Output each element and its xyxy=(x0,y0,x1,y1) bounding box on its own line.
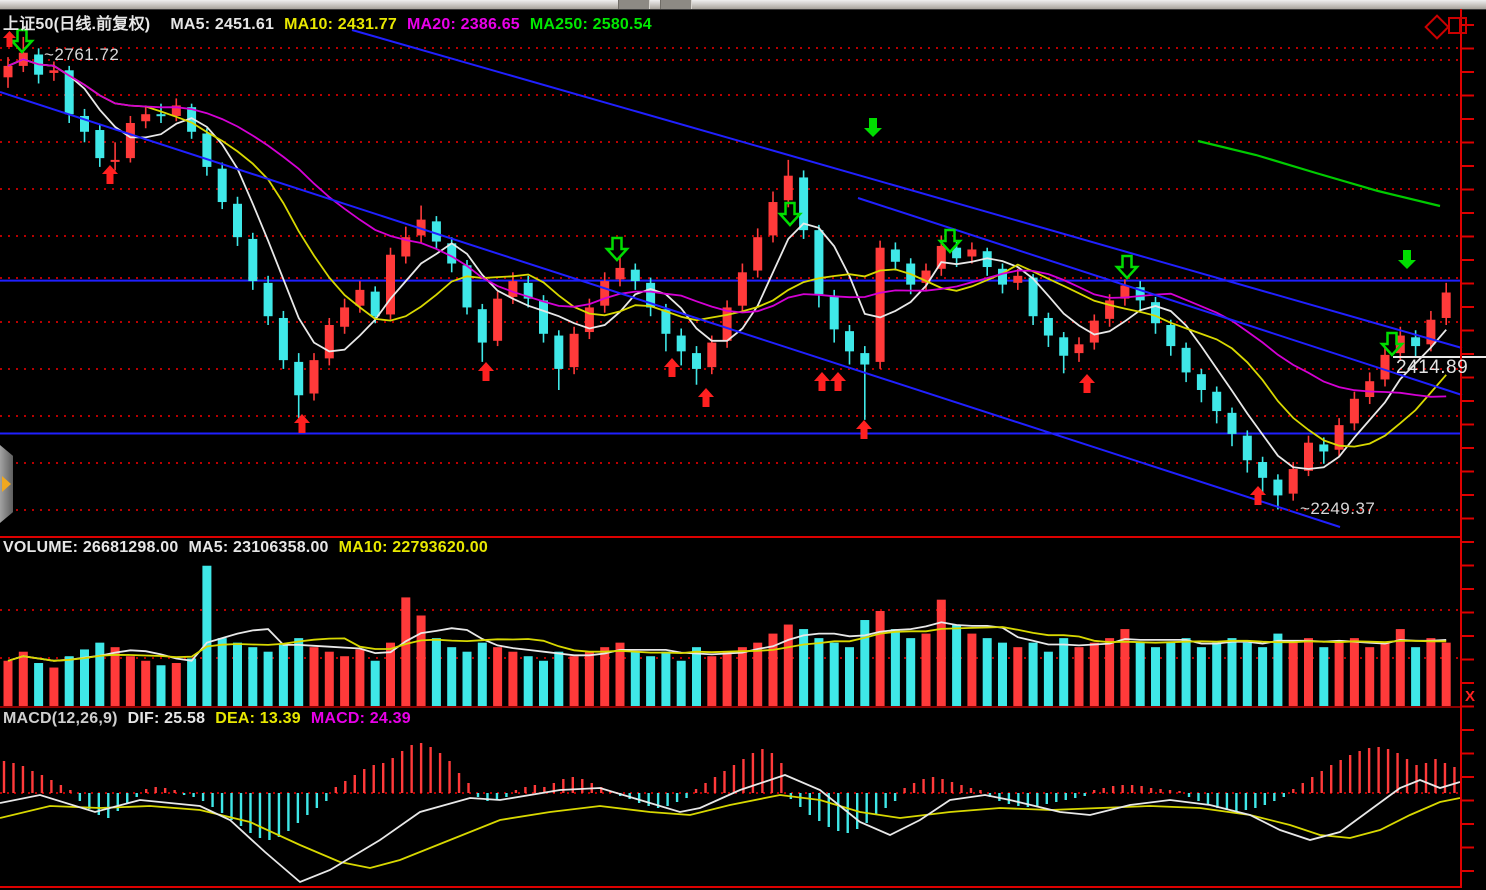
dif-value: DIF: 25.58 xyxy=(127,710,206,727)
ma250-value: MA250: 2580.54 xyxy=(529,16,652,33)
pane-divider-macd xyxy=(0,706,1462,708)
volume-ma10-value: MA10: 22793620.00 xyxy=(338,539,488,556)
current-price-label: 2414.89 xyxy=(1396,357,1469,378)
macd-title: MACD(12,26,9) xyxy=(3,710,118,727)
expand-arrow-icon xyxy=(2,476,11,492)
volume-chart-canvas[interactable] xyxy=(0,538,1462,706)
pane-divider-volume xyxy=(0,536,1462,538)
ma10-value: MA10: 2431.77 xyxy=(284,16,397,33)
main-chart-canvas[interactable] xyxy=(0,9,1486,546)
main-chart-header: 上证50(日线.前复权) MA5: 2451.61 MA10: 2431.77 MA2… xyxy=(3,10,662,47)
ma5-value: MA5: 2451.61 xyxy=(170,16,275,33)
dea-value: DEA: 13.39 xyxy=(215,710,301,727)
ma20-value: MA20: 2386.65 xyxy=(407,16,520,33)
window-split-icon[interactable] xyxy=(1448,17,1467,34)
volume-header: VOLUME: 26681298.00 MA5: 23106358.00 MA10:… xyxy=(3,539,498,557)
sidebar-expand-handle[interactable] xyxy=(0,445,13,523)
macd-header: MACD(12,26,9) DIF: 25.58 DEA: 13.39 MACD: 2… xyxy=(3,710,421,728)
right-axis-ticks xyxy=(1461,24,1474,872)
right-border xyxy=(1460,9,1462,888)
volume-value: VOLUME: 26681298.00 xyxy=(3,539,179,556)
high-price-label: ~2761.72 xyxy=(44,45,120,64)
bottom-border xyxy=(0,886,1462,888)
instrument-title: 上证50(日线.前复权) xyxy=(3,16,151,33)
strip-notch xyxy=(618,0,650,9)
volume-ma5-value: MA5: 23106358.00 xyxy=(188,539,329,556)
low-price-label: ~2249.37 xyxy=(1300,499,1376,518)
window-top-strip xyxy=(0,0,1486,10)
macd-value: MACD: 24.39 xyxy=(310,710,411,727)
macd-chart-canvas[interactable] xyxy=(0,708,1462,888)
x-axis-label: X xyxy=(1465,688,1476,705)
strip-notch xyxy=(660,0,692,9)
